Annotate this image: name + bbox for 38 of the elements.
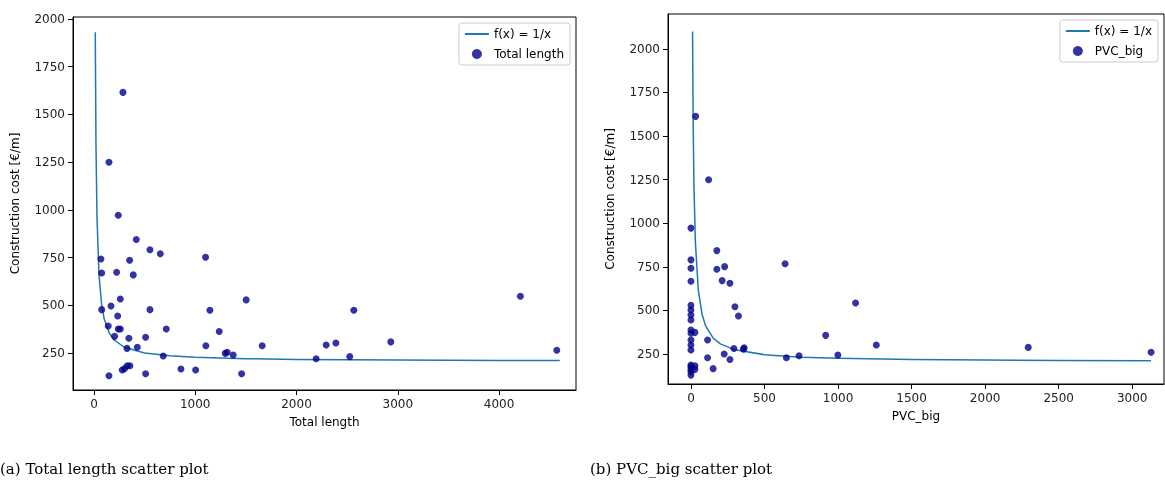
y-tick-label: 250 bbox=[42, 345, 65, 360]
y-tick-label: 1500 bbox=[34, 107, 65, 122]
y-tick-label: 2000 bbox=[629, 41, 660, 56]
y-tick-label: 1500 bbox=[629, 129, 660, 144]
y-tick-label: 250 bbox=[637, 347, 660, 362]
y-tick-label: 1750 bbox=[34, 59, 65, 74]
y-tick-label: 1750 bbox=[629, 85, 660, 100]
x-tick-label: 3000 bbox=[382, 397, 414, 411]
legend-label: f(x) = 1/x bbox=[1094, 24, 1152, 38]
x-tick-label: 0 bbox=[90, 397, 98, 411]
y-tick-label: 750 bbox=[42, 250, 65, 265]
y-tick-label: 500 bbox=[42, 298, 65, 313]
y-tick-label: 1250 bbox=[629, 172, 660, 187]
y-axis-title: Construction cost [€/m] bbox=[8, 132, 22, 275]
y-tick-label: 1250 bbox=[34, 155, 65, 170]
x-tick-label: 2000 bbox=[281, 397, 312, 411]
legend-label: PVC_big bbox=[1094, 44, 1144, 58]
y-tick-label: 1000 bbox=[34, 202, 65, 217]
text: (b) PVC_big scatter plot bbox=[590, 460, 774, 478]
x-tick-label: 0 bbox=[687, 391, 695, 405]
x-tick-label: 1000 bbox=[179, 397, 211, 411]
y-axis-title: Construction cost [€/m] bbox=[603, 128, 617, 270]
x-tick-label: 3000 bbox=[1116, 391, 1148, 405]
x-tick-label: 2500 bbox=[1043, 391, 1074, 405]
x-axis-title: Total length bbox=[288, 415, 360, 429]
y-tick-label: 2000 bbox=[34, 11, 65, 26]
y-tick-label: 500 bbox=[637, 303, 660, 318]
legend-label: Total length bbox=[492, 47, 564, 61]
x-tick-label: 500 bbox=[753, 391, 776, 405]
legend-label: f(x) = 1/x bbox=[493, 27, 552, 41]
x-tick-label: 2000 bbox=[969, 391, 1001, 405]
text: (a) Total length scatter plot bbox=[0, 460, 210, 478]
y-tick-label: 1000 bbox=[629, 216, 660, 231]
x-axis-title: PVC_big bbox=[891, 409, 941, 423]
x-tick-label: 4000 bbox=[483, 397, 515, 411]
x-tick-label: 1500 bbox=[896, 391, 927, 405]
x-tick-label: 1000 bbox=[822, 391, 854, 405]
y-tick-label: 750 bbox=[637, 259, 660, 274]
